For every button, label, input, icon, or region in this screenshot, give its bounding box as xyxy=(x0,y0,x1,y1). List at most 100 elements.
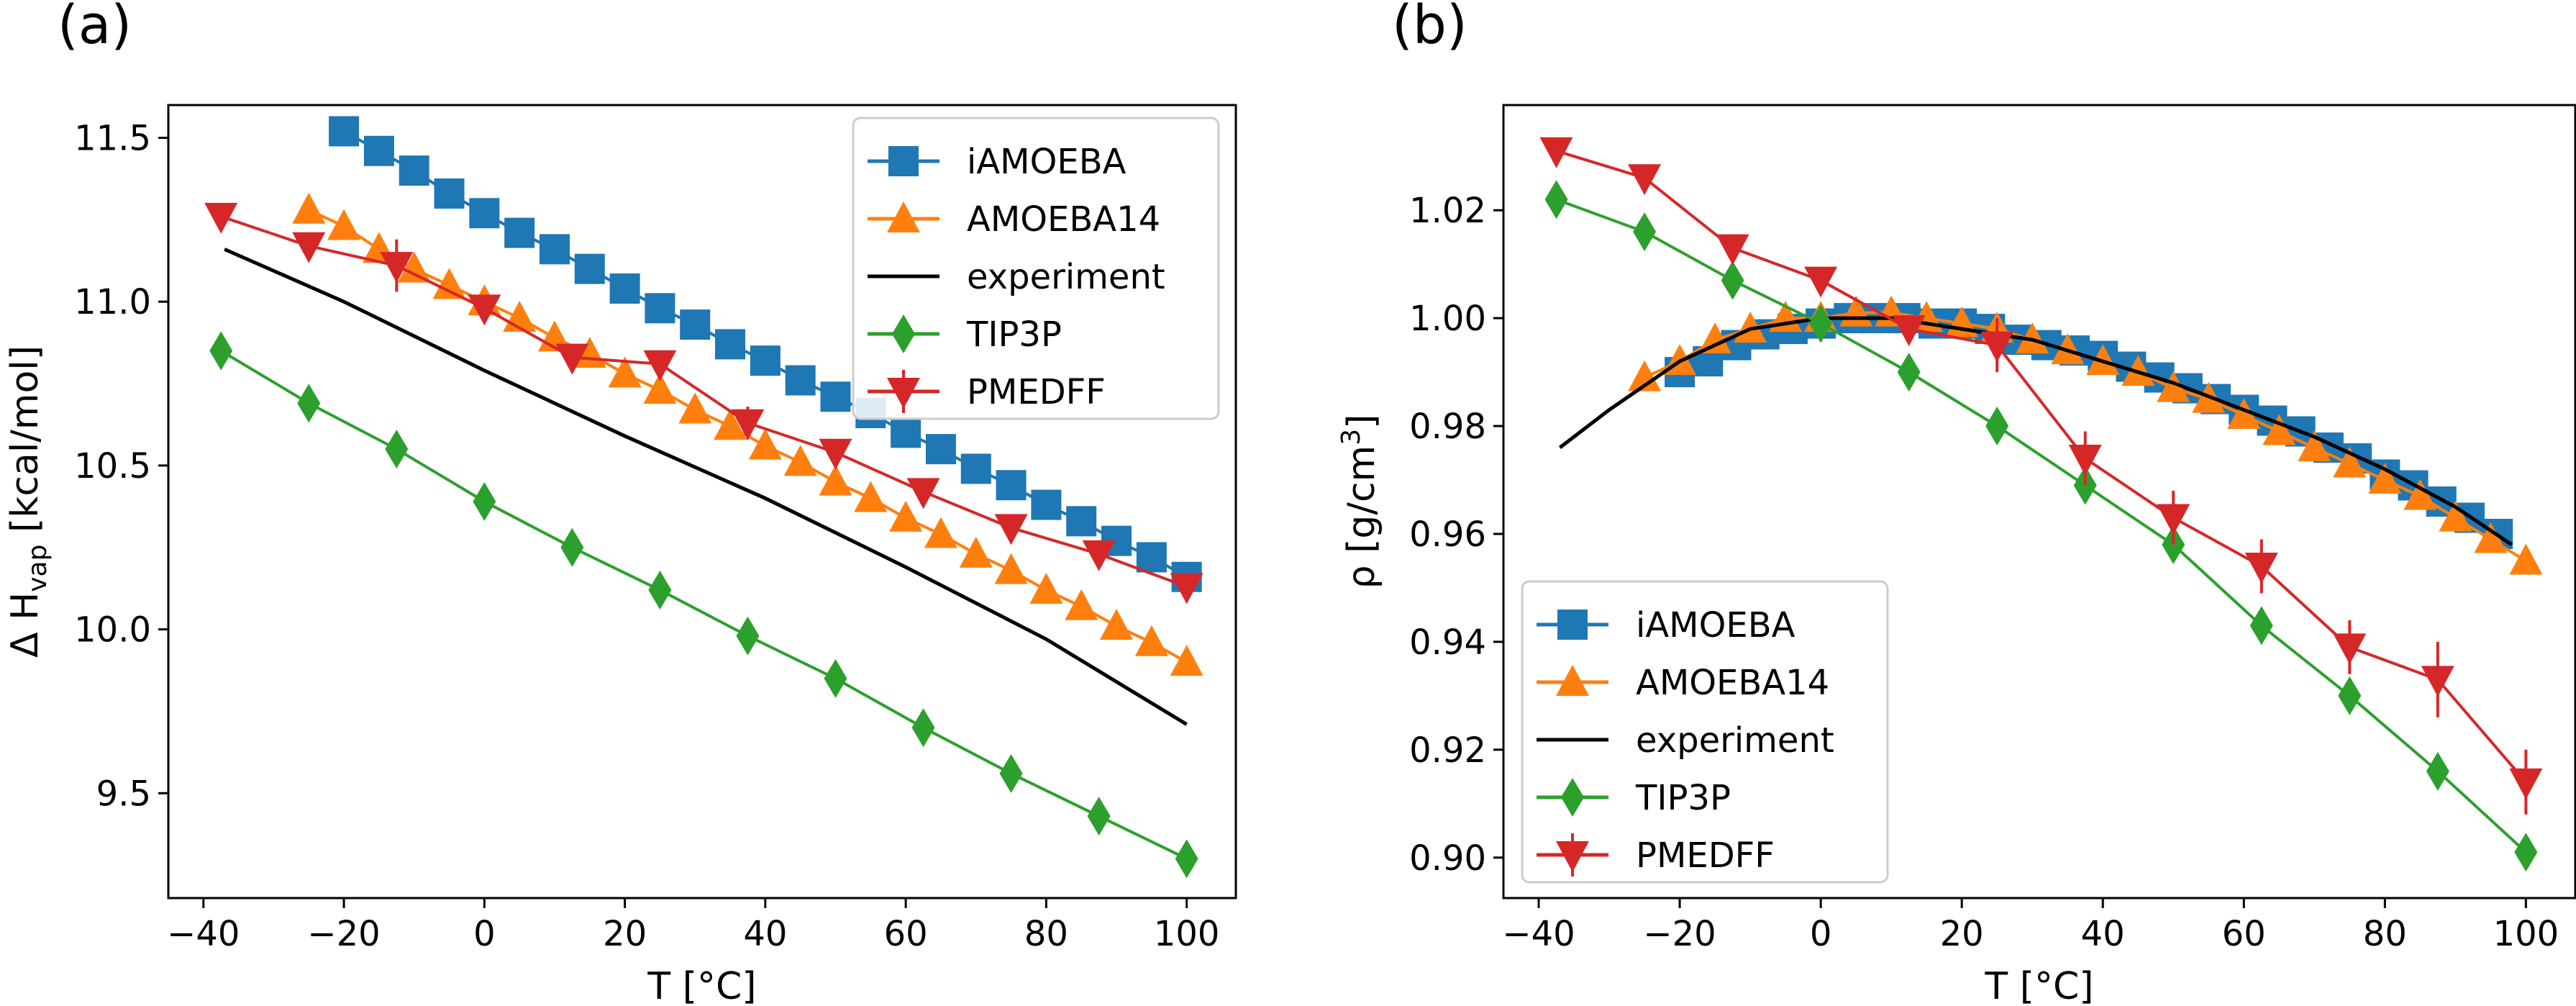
legend-entry: AMOEBA14 xyxy=(1537,663,1829,703)
data-point xyxy=(2514,833,2538,872)
data-point xyxy=(2509,543,2543,575)
data-point xyxy=(609,273,640,304)
data-point xyxy=(643,350,677,381)
panel-b-legend-box xyxy=(1521,580,1889,884)
series-tip3p xyxy=(1544,180,2538,872)
legend-entry: AMOEBA14 xyxy=(868,199,1160,240)
x-tick-label: 80 xyxy=(1024,914,1068,954)
data-point xyxy=(2157,371,2190,402)
data-point xyxy=(994,553,1028,584)
data-point xyxy=(889,500,923,532)
data-point xyxy=(560,527,584,567)
data-point xyxy=(924,517,957,548)
data-point xyxy=(1100,609,1134,640)
panel-b: (b) −40 −20 0 20 40 60 80 100 0.90 0.92 0.94 0.96 0.… xyxy=(1337,0,2576,1006)
panel-a-series xyxy=(204,116,1203,879)
y-tick-label: 10.0 xyxy=(74,610,151,651)
data-point xyxy=(1809,304,1833,343)
y-tick-label: 1.02 xyxy=(1409,191,1486,231)
y-tick-label: 10.5 xyxy=(74,446,151,486)
legend-entry: iAMOEBA xyxy=(1537,605,1796,645)
data-point xyxy=(2509,768,2543,799)
data-point xyxy=(1539,137,1573,168)
series-line xyxy=(1555,198,2527,853)
series-line xyxy=(1558,316,2513,547)
data-point xyxy=(785,365,816,396)
panel-a-xlabel: T [°C] xyxy=(647,965,756,1006)
y-tick-label: 11.0 xyxy=(74,282,151,322)
data-point xyxy=(911,708,935,748)
legend-label: PMEDFF xyxy=(967,372,1106,412)
data-point xyxy=(1029,572,1063,604)
data-point xyxy=(1082,540,1116,571)
panel-a-ticks: −40 −20 0 20 40 60 80 100 9.5 10.0 10.5 11.0 11.5 xyxy=(74,119,1219,954)
legend-marker xyxy=(892,314,915,353)
data-point xyxy=(1716,234,1749,266)
data-point xyxy=(504,217,535,248)
data-point xyxy=(999,753,1023,793)
data-point xyxy=(1628,164,1662,196)
y-tick-label: 0.96 xyxy=(1409,515,1486,555)
data-point xyxy=(2068,445,2102,476)
data-point xyxy=(2262,414,2296,445)
y-tick-label: 0.90 xyxy=(1409,838,1486,879)
data-point xyxy=(1897,353,1921,392)
data-point xyxy=(820,381,851,412)
data-point xyxy=(996,470,1027,501)
data-point xyxy=(2157,504,2190,535)
data-point xyxy=(2333,633,2367,665)
legend-label: PMEDFF xyxy=(1636,835,1775,876)
data-point xyxy=(891,417,921,448)
panel-b-xlabel: T [°C] xyxy=(1984,965,2093,1006)
data-point xyxy=(648,570,672,610)
data-point xyxy=(2421,666,2454,697)
data-point xyxy=(715,329,746,360)
data-point xyxy=(643,373,677,404)
data-point xyxy=(819,438,852,470)
panel-b-label: (b) xyxy=(1392,0,1467,56)
data-point xyxy=(397,251,431,283)
data-point xyxy=(2474,522,2508,553)
data-point xyxy=(204,202,238,234)
data-point xyxy=(2227,398,2261,430)
data-point xyxy=(1170,573,1203,604)
data-point xyxy=(750,345,780,376)
series-iamoeba xyxy=(329,116,1202,592)
x-tick-label: 40 xyxy=(2081,914,2125,954)
data-point xyxy=(1136,542,1167,573)
legend-entry: PMEDFF xyxy=(1537,833,1775,876)
data-point xyxy=(380,252,414,284)
panel-b-ticks: −40 −20 0 20 40 60 80 100 0.90 0.92 0.94 0.96 0.98 1.… xyxy=(1409,191,2559,954)
legend-label: TIP3P xyxy=(1635,778,1731,818)
legend-marker xyxy=(888,146,919,176)
data-point xyxy=(468,294,501,326)
legend-label: experiment xyxy=(967,257,1165,297)
panel-a-label: (a) xyxy=(58,0,132,56)
data-point xyxy=(2439,500,2472,532)
data-point xyxy=(645,293,675,324)
data-point xyxy=(678,392,712,424)
x-tick-label: −20 xyxy=(307,914,380,954)
data-point xyxy=(819,464,852,496)
panel-b-ylabel: ρ [g/cm3] xyxy=(1337,414,1383,589)
x-tick-label: −40 xyxy=(1502,914,1575,954)
legend-label: experiment xyxy=(1636,720,1834,761)
data-point xyxy=(1175,839,1198,879)
x-tick-label: 80 xyxy=(2363,914,2407,954)
series-pmedff xyxy=(204,202,1203,604)
data-point xyxy=(1066,506,1097,537)
data-point xyxy=(434,178,465,209)
legend-label: iAMOEBA xyxy=(1636,605,1796,645)
panel-a: (a) −40 −20 0 20 40 60 80 100 9.5 10.0 10.5 11.0 11.… xyxy=(4,0,1237,1006)
data-point xyxy=(1134,625,1168,656)
y-tick-label: 0.98 xyxy=(1409,407,1486,447)
legend-marker xyxy=(1561,778,1584,817)
legend-label: AMOEBA14 xyxy=(1636,663,1829,703)
legend-label: TIP3P xyxy=(966,314,1062,355)
y-tick-label: 0.94 xyxy=(1409,622,1486,663)
data-point xyxy=(2249,606,2273,645)
data-point xyxy=(329,116,360,147)
data-point xyxy=(297,384,321,423)
panel-b-legend: iAMOEBA AMOEBA14 experiment TIP3P PMEDFF xyxy=(1521,580,1889,884)
